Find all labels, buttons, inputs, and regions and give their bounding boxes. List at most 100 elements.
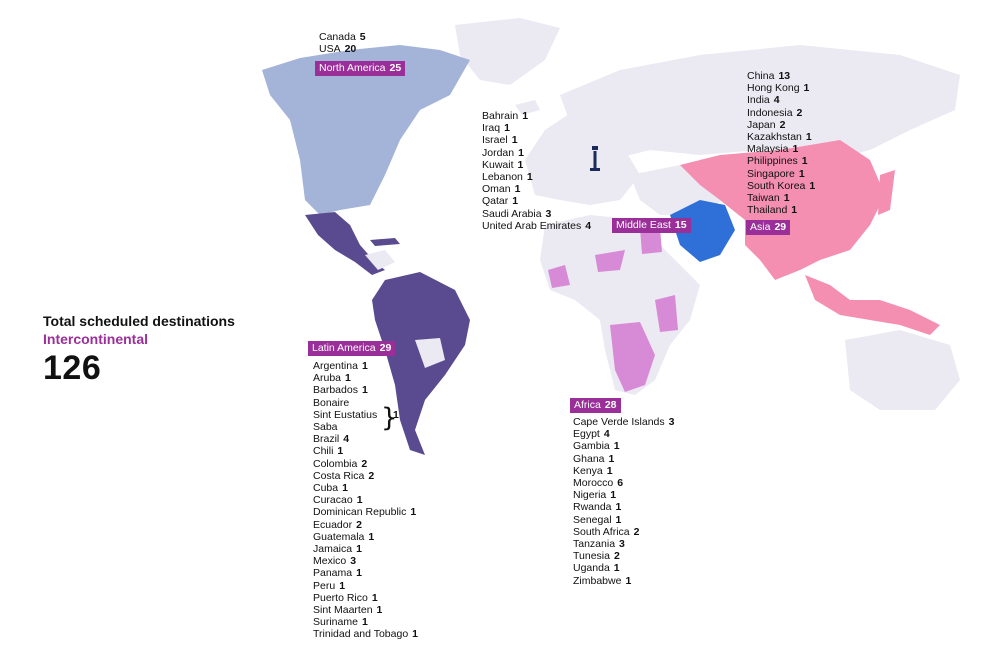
destination-count: 1 xyxy=(393,408,399,421)
destination-count: 1 xyxy=(356,543,362,556)
destination-count: 1 xyxy=(805,131,812,144)
destination-count: 1 xyxy=(361,616,368,629)
destination-row: Puerto Rico 1 xyxy=(313,592,418,604)
destination-count: 3 xyxy=(619,538,625,551)
caribbean-islands-shape xyxy=(365,250,395,270)
destination-row: Jamaica 1 xyxy=(313,543,418,555)
destination-count: 3 xyxy=(350,555,357,568)
destination-count: 1 xyxy=(783,192,790,205)
destination-row: Kenya 1 xyxy=(573,465,675,477)
destination-row: Bahrain 1 xyxy=(482,110,591,122)
destination-name: Barbados xyxy=(313,384,358,397)
destination-name: Philippines xyxy=(747,155,798,168)
destination-count: 1 xyxy=(613,562,620,575)
destination-name: China xyxy=(747,70,775,82)
destination-count: 1 xyxy=(615,513,622,526)
destination-count: 4 xyxy=(343,433,350,446)
destination-row: Oman 1 xyxy=(482,183,591,195)
destination-name: Suriname xyxy=(313,616,358,629)
destination-row: Cuba 1 xyxy=(313,482,418,494)
destination-count: 1 xyxy=(412,628,418,641)
destination-row: Argentina 1 xyxy=(313,360,418,372)
destination-count: 4 xyxy=(773,94,780,107)
destination-row: Dominican Republic 1 xyxy=(313,506,418,518)
region-count: 29 xyxy=(774,221,787,233)
destination-name: Ecuador xyxy=(313,518,353,531)
destination-row: Guatemala 1 xyxy=(313,531,418,543)
destination-name: Tunesia xyxy=(573,550,610,563)
destination-row: Qatar 1 xyxy=(482,195,591,207)
destination-count: 4 xyxy=(585,219,592,232)
destination-name: Trinidad and Tobago xyxy=(313,628,409,641)
destination-name: Morocco xyxy=(573,477,614,490)
destination-name: Egypt xyxy=(573,428,600,441)
destination-count: 3 xyxy=(545,207,552,220)
destination-name: Curacao xyxy=(313,494,353,507)
destination-name: Qatar xyxy=(482,195,509,208)
destination-name: United Arab Emirates xyxy=(482,219,582,232)
destination-count: 3 xyxy=(668,416,675,428)
destination-row: Suriname 1 xyxy=(313,616,418,628)
destination-row: Morocco 6 xyxy=(573,477,675,489)
destination-count: 2 xyxy=(796,106,803,119)
destination-name: India xyxy=(747,94,770,107)
summary-subtitle: Intercontinental xyxy=(43,331,149,347)
destination-count: 1 xyxy=(522,110,529,122)
north-america-label: North America 25 xyxy=(315,61,406,76)
destination-count: 1 xyxy=(514,183,521,196)
destination-count: 1 xyxy=(608,452,615,465)
destination-row: USA 20 xyxy=(319,43,366,55)
bes-island-group: Bonaire Sint Eustatius Saba} 1 xyxy=(313,397,418,434)
destination-count: 1 xyxy=(345,372,351,385)
destination-row: Ghana 1 xyxy=(573,453,675,465)
destination-row: United Arab Emirates 4 xyxy=(482,220,591,232)
destination-count: 2 xyxy=(613,550,620,563)
destination-row: Gambia 1 xyxy=(573,440,675,452)
destination-name: Saudi Arabia xyxy=(482,207,542,220)
destination-row: South Africa 2 xyxy=(573,526,675,538)
region-label: Africa xyxy=(574,399,601,411)
control-tower-icon xyxy=(590,146,600,171)
destination-count: 1 xyxy=(517,158,524,171)
destination-name: South Korea xyxy=(747,179,806,192)
destination-name: Indonesia xyxy=(747,106,793,119)
africa-label: Africa 28 xyxy=(570,398,621,413)
destination-count: 1 xyxy=(809,179,816,192)
greenland-shape xyxy=(455,18,560,85)
destination-count: 5 xyxy=(359,31,366,43)
destination-row: Indonesia 2 xyxy=(747,107,815,119)
destination-name: Kuwait xyxy=(482,158,514,171)
destination-count: 20 xyxy=(344,43,357,56)
destination-count: 1 xyxy=(526,171,533,184)
destination-row: Singapore 1 xyxy=(747,168,815,180)
destination-name: Singapore xyxy=(747,167,795,180)
destination-row: Tunesia 2 xyxy=(573,550,675,562)
destination-row: Zimbabwe 1 xyxy=(573,575,675,587)
destination-count: 1 xyxy=(356,494,363,507)
japan-dest-shape xyxy=(878,170,895,215)
destination-name: Nigeria xyxy=(573,489,607,502)
destination-count: 2 xyxy=(368,469,375,482)
destination-count: 1 xyxy=(504,122,510,135)
southeast-asia-dest-shape xyxy=(805,275,940,335)
destination-row: China 13 xyxy=(747,70,815,82)
bolivia-paraguay-shape xyxy=(415,338,445,368)
destination-count: 1 xyxy=(792,143,799,156)
destination-name: Sint Eustatius xyxy=(313,408,378,421)
destination-name: Ghana xyxy=(573,452,605,465)
middle-east-list: Bahrain 1 Iraq 1 Israel 1 Jordan 1 Kuwait 1 Lebano… xyxy=(482,110,591,232)
egypt-dest-shape xyxy=(640,228,662,254)
destination-name: Canada xyxy=(319,31,356,43)
destination-count: 4 xyxy=(603,428,610,441)
southern-africa-dest-shape xyxy=(610,322,655,392)
region-count: 28 xyxy=(604,399,617,411)
iceland-shape xyxy=(515,100,540,115)
summary-total: 126 xyxy=(43,349,102,387)
destination-name: Japan xyxy=(747,118,776,131)
destination-row: Ecuador 2 xyxy=(313,519,418,531)
destination-name: Cuba xyxy=(313,482,339,495)
destination-count: 1 xyxy=(625,574,632,587)
destination-name: Tanzania xyxy=(573,538,616,551)
latin-america-list: Argentina 1 Aruba 1 Barbados 1 Bonaire Sint Eus… xyxy=(313,360,418,641)
